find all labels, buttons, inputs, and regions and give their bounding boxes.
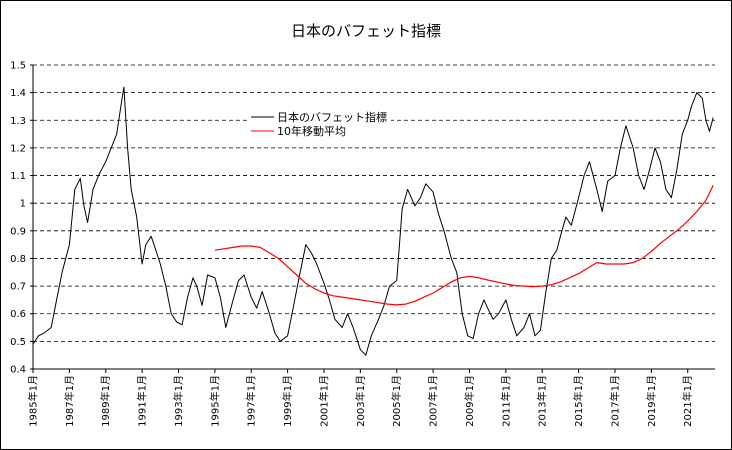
x-tick-label: 1991年1月 — [136, 375, 149, 427]
x-tick-label: 1999年1月 — [281, 375, 294, 427]
x-tick-label: 2019年1月 — [645, 375, 658, 427]
x-tick-label: 1997年1月 — [245, 375, 258, 427]
x-tick-label: 2009年1月 — [463, 375, 476, 427]
y-tick-label: 0.7 — [10, 282, 26, 293]
x-tick-label: 2003年1月 — [354, 375, 367, 427]
y-tick-label: 1 — [20, 199, 26, 210]
y-tick-label: 1.2 — [10, 143, 26, 154]
x-tick-label: 1985年1月 — [27, 375, 40, 427]
x-tick-label: 1989年1月 — [99, 375, 112, 427]
x-tick-label: 2015年1月 — [572, 375, 585, 427]
y-tick-label: 0.5 — [10, 337, 26, 348]
grid-layer — [33, 64, 715, 342]
legend-box — [247, 107, 391, 140]
y-tick-label: 1.5 — [10, 61, 26, 72]
y-tick-label: 1.1 — [10, 171, 26, 182]
x-tick-label: 2017年1月 — [608, 375, 621, 427]
y-tick-label: 0.4 — [10, 365, 26, 376]
x-tick-label: 2021年1月 — [681, 375, 694, 427]
y-tick-label: 0.6 — [10, 309, 26, 320]
legend: 日本のバフェット指標 10年移動平均 — [247, 107, 391, 140]
x-tick-label: 2013年1月 — [536, 375, 549, 427]
series-layer — [32, 86, 714, 356]
x-tick-label: 1993年1月 — [172, 375, 185, 427]
y-tick-label: 0.9 — [10, 226, 26, 237]
y-tick-label: 1.4 — [10, 88, 26, 99]
legend-label-moving-average: 10年移動平均 — [277, 124, 346, 138]
chart-title: 日本のバフェット指標 — [291, 22, 441, 40]
x-tick-label: 2005年1月 — [390, 375, 403, 427]
series-line-moving-average — [214, 184, 714, 306]
x-tick-label: 1987年1月 — [63, 375, 76, 427]
y-tick-label: 1.3 — [10, 116, 26, 127]
y-tick-label: 0.8 — [10, 254, 26, 265]
legend-label-buffett: 日本のバフェット指標 — [277, 110, 387, 124]
x-tick-label: 2011年1月 — [499, 375, 512, 427]
x-tick-label: 2007年1月 — [427, 375, 440, 427]
series-line-buffett — [32, 86, 714, 356]
axis-layer: 0.4 0.5 0.6 0.7 0.8 0.9 1 1.1 1.2 1.3 1.4 1.5 1985年1… — [10, 61, 715, 427]
x-tick-label: 2001年1月 — [317, 375, 330, 427]
x-tick-label: 1995年1月 — [208, 375, 221, 427]
